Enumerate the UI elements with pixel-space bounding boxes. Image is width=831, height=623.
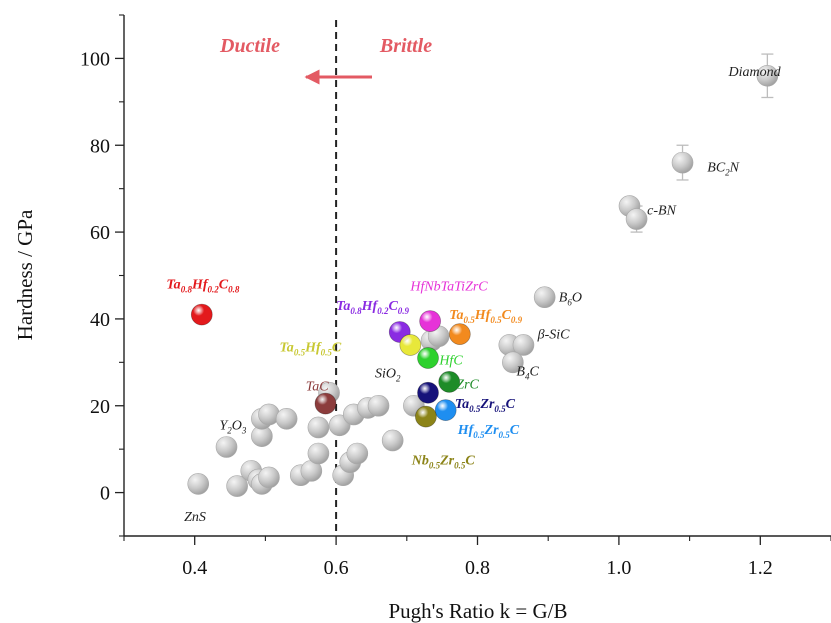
point-label: TaC [306,380,330,395]
reference-point [756,64,779,87]
highlight-point [434,399,457,421]
reference-point [381,429,404,452]
y-tick-label: 40 [90,309,110,331]
region-label-ductile: Ductile [219,35,280,57]
x-tick-label: 0.8 [465,557,490,579]
reference-point [346,442,369,465]
point-label: Ta0.5Hf0.5C0.9 [449,308,522,325]
x-tick-label: 1.0 [606,557,631,579]
reference-point [215,436,238,458]
point-label: ZnS [184,510,206,525]
point-label: β-SiC [537,327,571,342]
point-label: Ta0.8Hf0.2C0.8 [166,278,239,295]
x-tick-label: 1.2 [748,557,773,579]
point-label: SiO2 [375,367,401,384]
reference-point [625,208,648,230]
highlight-point [419,310,441,332]
plot-frame [124,15,831,536]
point-label: HfC [438,354,463,369]
reference-point [187,473,210,495]
highlight-point [438,371,461,393]
y-tick-label: 100 [80,48,110,70]
reference-point [307,416,330,439]
axes: 0.4 0.6 0.8 1.0 1.2 0 20 40 60 80 100 [80,14,831,579]
region-label-brittle: Brittle [379,35,432,57]
highlight-point [399,334,422,356]
point-label: Hf0.5Zr0.5C [457,423,520,440]
highlight-point [448,323,471,345]
y-axis-title: Hardness / GPa [13,209,37,340]
reference-point [307,442,330,465]
point-label: Ta0.8Hf0.2C0.9 [336,299,409,316]
highlight-point [417,381,439,404]
y-tick-label: 0 [100,483,110,505]
highlight-point [417,347,439,369]
point-label: Ta0.5Zr0.5C [455,397,516,414]
x-axis-title: Pugh's Ratio k = G/B [389,599,568,623]
point-label: ZrC [456,377,479,392]
reference-point [512,334,535,356]
x-tick-label: 0.4 [182,557,207,579]
point-label: c-BN [647,204,676,219]
reference-point [502,351,524,374]
y-tick-label: 60 [90,222,110,244]
x-tick-label: 0.6 [324,557,349,579]
y-tick-label: 80 [90,135,110,157]
point-label: Diamond [727,65,781,80]
point-label: HfNbTaTiZrC [409,280,488,295]
y-tick-label: 20 [90,396,110,418]
reference-point [367,394,390,417]
reference-point [533,286,556,309]
reference-point [671,151,694,174]
point-label: Ta0.5Hf0.5C [280,340,342,357]
reference-point [258,466,280,489]
data-points [187,53,779,497]
point-label: B4C [516,364,539,381]
point-annotations: Diamond BC2N c-BN B6O β-SiC B4C Ta0.8Hf0.2C0.8… [166,65,781,525]
point-label: Nb0.5Zr0.5C [411,453,476,470]
highlight-point [415,405,437,428]
reference-point [275,407,298,430]
highlight-point [314,392,337,415]
point-label: Y2O3 [219,419,246,436]
highlight-point [190,303,213,326]
reference-point [226,475,248,497]
point-label: BC2N [707,160,739,177]
point-label: B6O [559,291,582,308]
